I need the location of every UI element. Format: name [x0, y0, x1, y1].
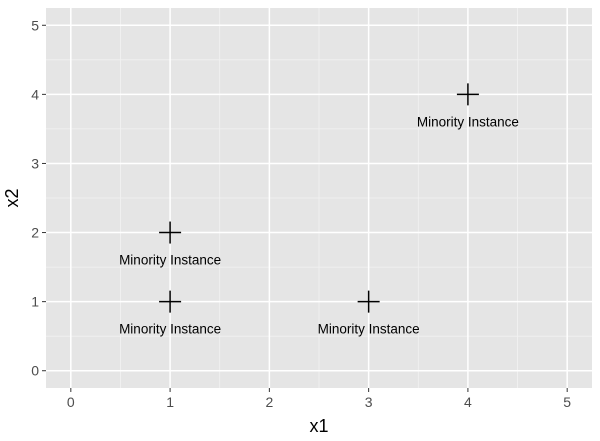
minor-gridlines	[46, 8, 592, 388]
axis-ticks: 0 1 2 3 4 5 0 1 2 3 4 5	[31, 17, 571, 410]
point-label: Minority Instance	[318, 322, 420, 337]
major-gridlines	[46, 8, 592, 388]
y-tick-label: 3	[31, 155, 39, 171]
data-points: Minority Instance Minority Instance Minori…	[119, 83, 519, 337]
data-point: Minority Instance	[318, 290, 420, 337]
y-tick-label: 2	[31, 225, 39, 241]
y-tick-label: 0	[31, 363, 39, 379]
x-tick-label: 1	[166, 394, 174, 410]
data-point: Minority Instance	[119, 221, 221, 268]
x-tick-label: 5	[563, 394, 571, 410]
data-point: Minority Instance	[417, 83, 519, 129]
x-tick-label: 2	[265, 394, 273, 410]
y-tick-label: 4	[31, 86, 39, 102]
data-point: Minority Instance	[119, 290, 221, 337]
point-label: Minority Instance	[119, 322, 221, 337]
y-tick-label: 1	[31, 294, 39, 310]
x-tick-label: 4	[464, 394, 472, 410]
y-axis-title: x2	[2, 188, 22, 207]
point-label: Minority Instance	[417, 114, 519, 129]
x-tick-label: 0	[67, 394, 75, 410]
x-tick-label: 3	[365, 394, 373, 410]
point-label: Minority Instance	[119, 253, 221, 268]
x-axis-title: x1	[309, 416, 328, 436]
y-tick-label: 5	[31, 17, 39, 33]
